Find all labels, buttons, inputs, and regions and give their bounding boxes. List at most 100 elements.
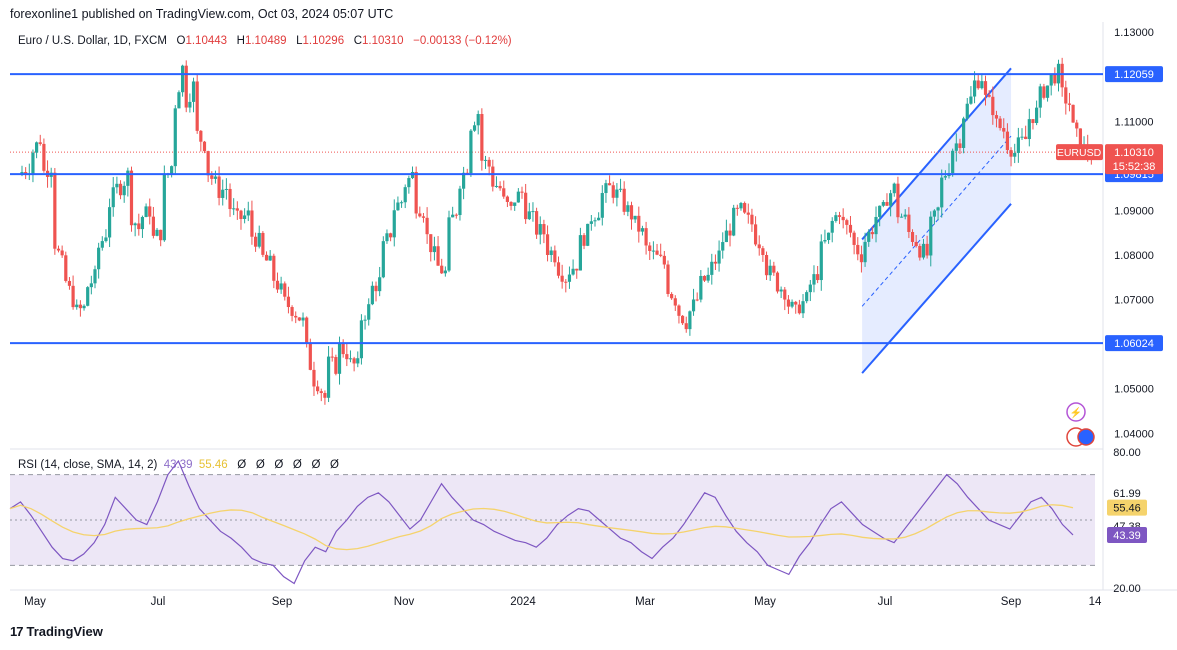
close-label: C <box>353 35 362 47</box>
candle-body <box>1038 86 1042 108</box>
rsi-value-bg <box>1107 526 1147 543</box>
candle-body <box>1049 74 1053 86</box>
candle-body <box>348 358 353 360</box>
candle-body <box>611 185 615 198</box>
candle-body <box>680 315 685 324</box>
price-tick-7: 1.04000 <box>1114 428 1154 440</box>
candle-body <box>210 175 214 179</box>
candle-body <box>629 205 634 220</box>
candle-body <box>892 183 896 194</box>
candle-body <box>275 280 280 290</box>
sma-value-bg <box>1107 499 1147 516</box>
rsi-sma-line <box>9 504 1074 551</box>
candle-body <box>188 101 192 108</box>
channel-upper-line <box>861 67 1012 241</box>
candle-body <box>148 206 152 217</box>
candle-body <box>487 159 491 167</box>
price-tick-4: 1.08000 <box>1114 250 1154 262</box>
candle-body <box>399 202 404 204</box>
last-price-label: 1.10310 <box>1114 147 1154 159</box>
candle-body <box>118 183 123 196</box>
candle-body <box>451 214 455 218</box>
high-value: 1.10489 <box>244 35 287 47</box>
candle-body <box>24 172 28 174</box>
candle-body <box>228 188 232 210</box>
candle-body <box>71 285 75 308</box>
candle-body <box>775 272 780 292</box>
candle-body <box>290 307 294 316</box>
candle-body <box>297 317 301 321</box>
candle-body <box>710 261 714 275</box>
candle-body <box>407 178 411 188</box>
time-tick-4: 2024 <box>510 596 536 608</box>
candle-body <box>885 202 889 206</box>
candle-body <box>235 208 239 211</box>
candle-body <box>867 232 871 242</box>
candle-body <box>224 188 228 190</box>
candle-body <box>520 191 524 193</box>
candle-body <box>739 203 743 209</box>
candle-body <box>706 274 710 281</box>
candle-body <box>356 358 360 364</box>
candle-body <box>385 233 389 242</box>
rsi-title[interactable]: RSI (14, close, SMA, 14, 2) <box>18 459 158 471</box>
candle-body <box>976 80 980 89</box>
candle-body <box>732 207 736 236</box>
candle-body <box>425 217 429 235</box>
candle-body <box>140 216 145 230</box>
candle-body <box>319 391 323 393</box>
tradingview-logo[interactable]: 17 TradingView <box>10 624 103 639</box>
candle-body <box>589 221 593 224</box>
candle-body <box>1075 122 1079 129</box>
candle-body <box>337 343 342 374</box>
open-value: 1.10443 <box>185 35 228 47</box>
candle-body <box>1064 87 1068 104</box>
candle-body <box>1071 104 1075 123</box>
candle-body <box>82 305 86 309</box>
candle-body <box>779 289 783 292</box>
symbol-title[interactable]: Euro / U.S. Dollar, 1D, FXCM <box>18 35 167 47</box>
candle-body <box>367 304 371 320</box>
candle-body <box>206 151 210 176</box>
candle-body <box>797 304 801 314</box>
candle-body <box>896 183 900 218</box>
candle-body <box>93 269 97 284</box>
candle-body <box>389 233 393 238</box>
candle-body <box>436 246 440 266</box>
candle-body <box>345 354 349 360</box>
candle-body <box>513 202 517 206</box>
candle-body <box>137 223 141 230</box>
candle-body <box>440 265 444 274</box>
candle-body <box>42 143 46 171</box>
candle-body <box>542 224 546 235</box>
high-label: H <box>236 35 245 47</box>
flag-icon-second <box>1077 428 1095 446</box>
candle-body <box>969 96 973 104</box>
candle-body <box>476 114 480 126</box>
candle-body <box>56 248 61 251</box>
candle-body <box>1078 128 1083 151</box>
candle-body <box>859 254 864 263</box>
candle-body <box>615 189 619 198</box>
candle-body <box>991 96 995 116</box>
candle-body <box>330 356 334 358</box>
candle-body <box>217 176 221 198</box>
candle-body <box>370 285 374 305</box>
candle-body <box>940 177 944 208</box>
rsi-band <box>10 474 1095 566</box>
candle-body <box>903 214 907 217</box>
candle-body <box>881 202 885 206</box>
candle-body <box>914 241 918 247</box>
candle-body <box>702 275 707 281</box>
candle-body <box>998 118 1002 129</box>
candle-body <box>918 246 922 258</box>
candle-body <box>472 125 477 131</box>
candle-body <box>826 232 831 241</box>
candle-body <box>122 185 126 196</box>
candle-body <box>75 304 79 308</box>
candle-body <box>830 220 834 233</box>
candle-body <box>644 228 648 246</box>
candle-body <box>648 245 652 251</box>
candle-body <box>483 159 488 161</box>
